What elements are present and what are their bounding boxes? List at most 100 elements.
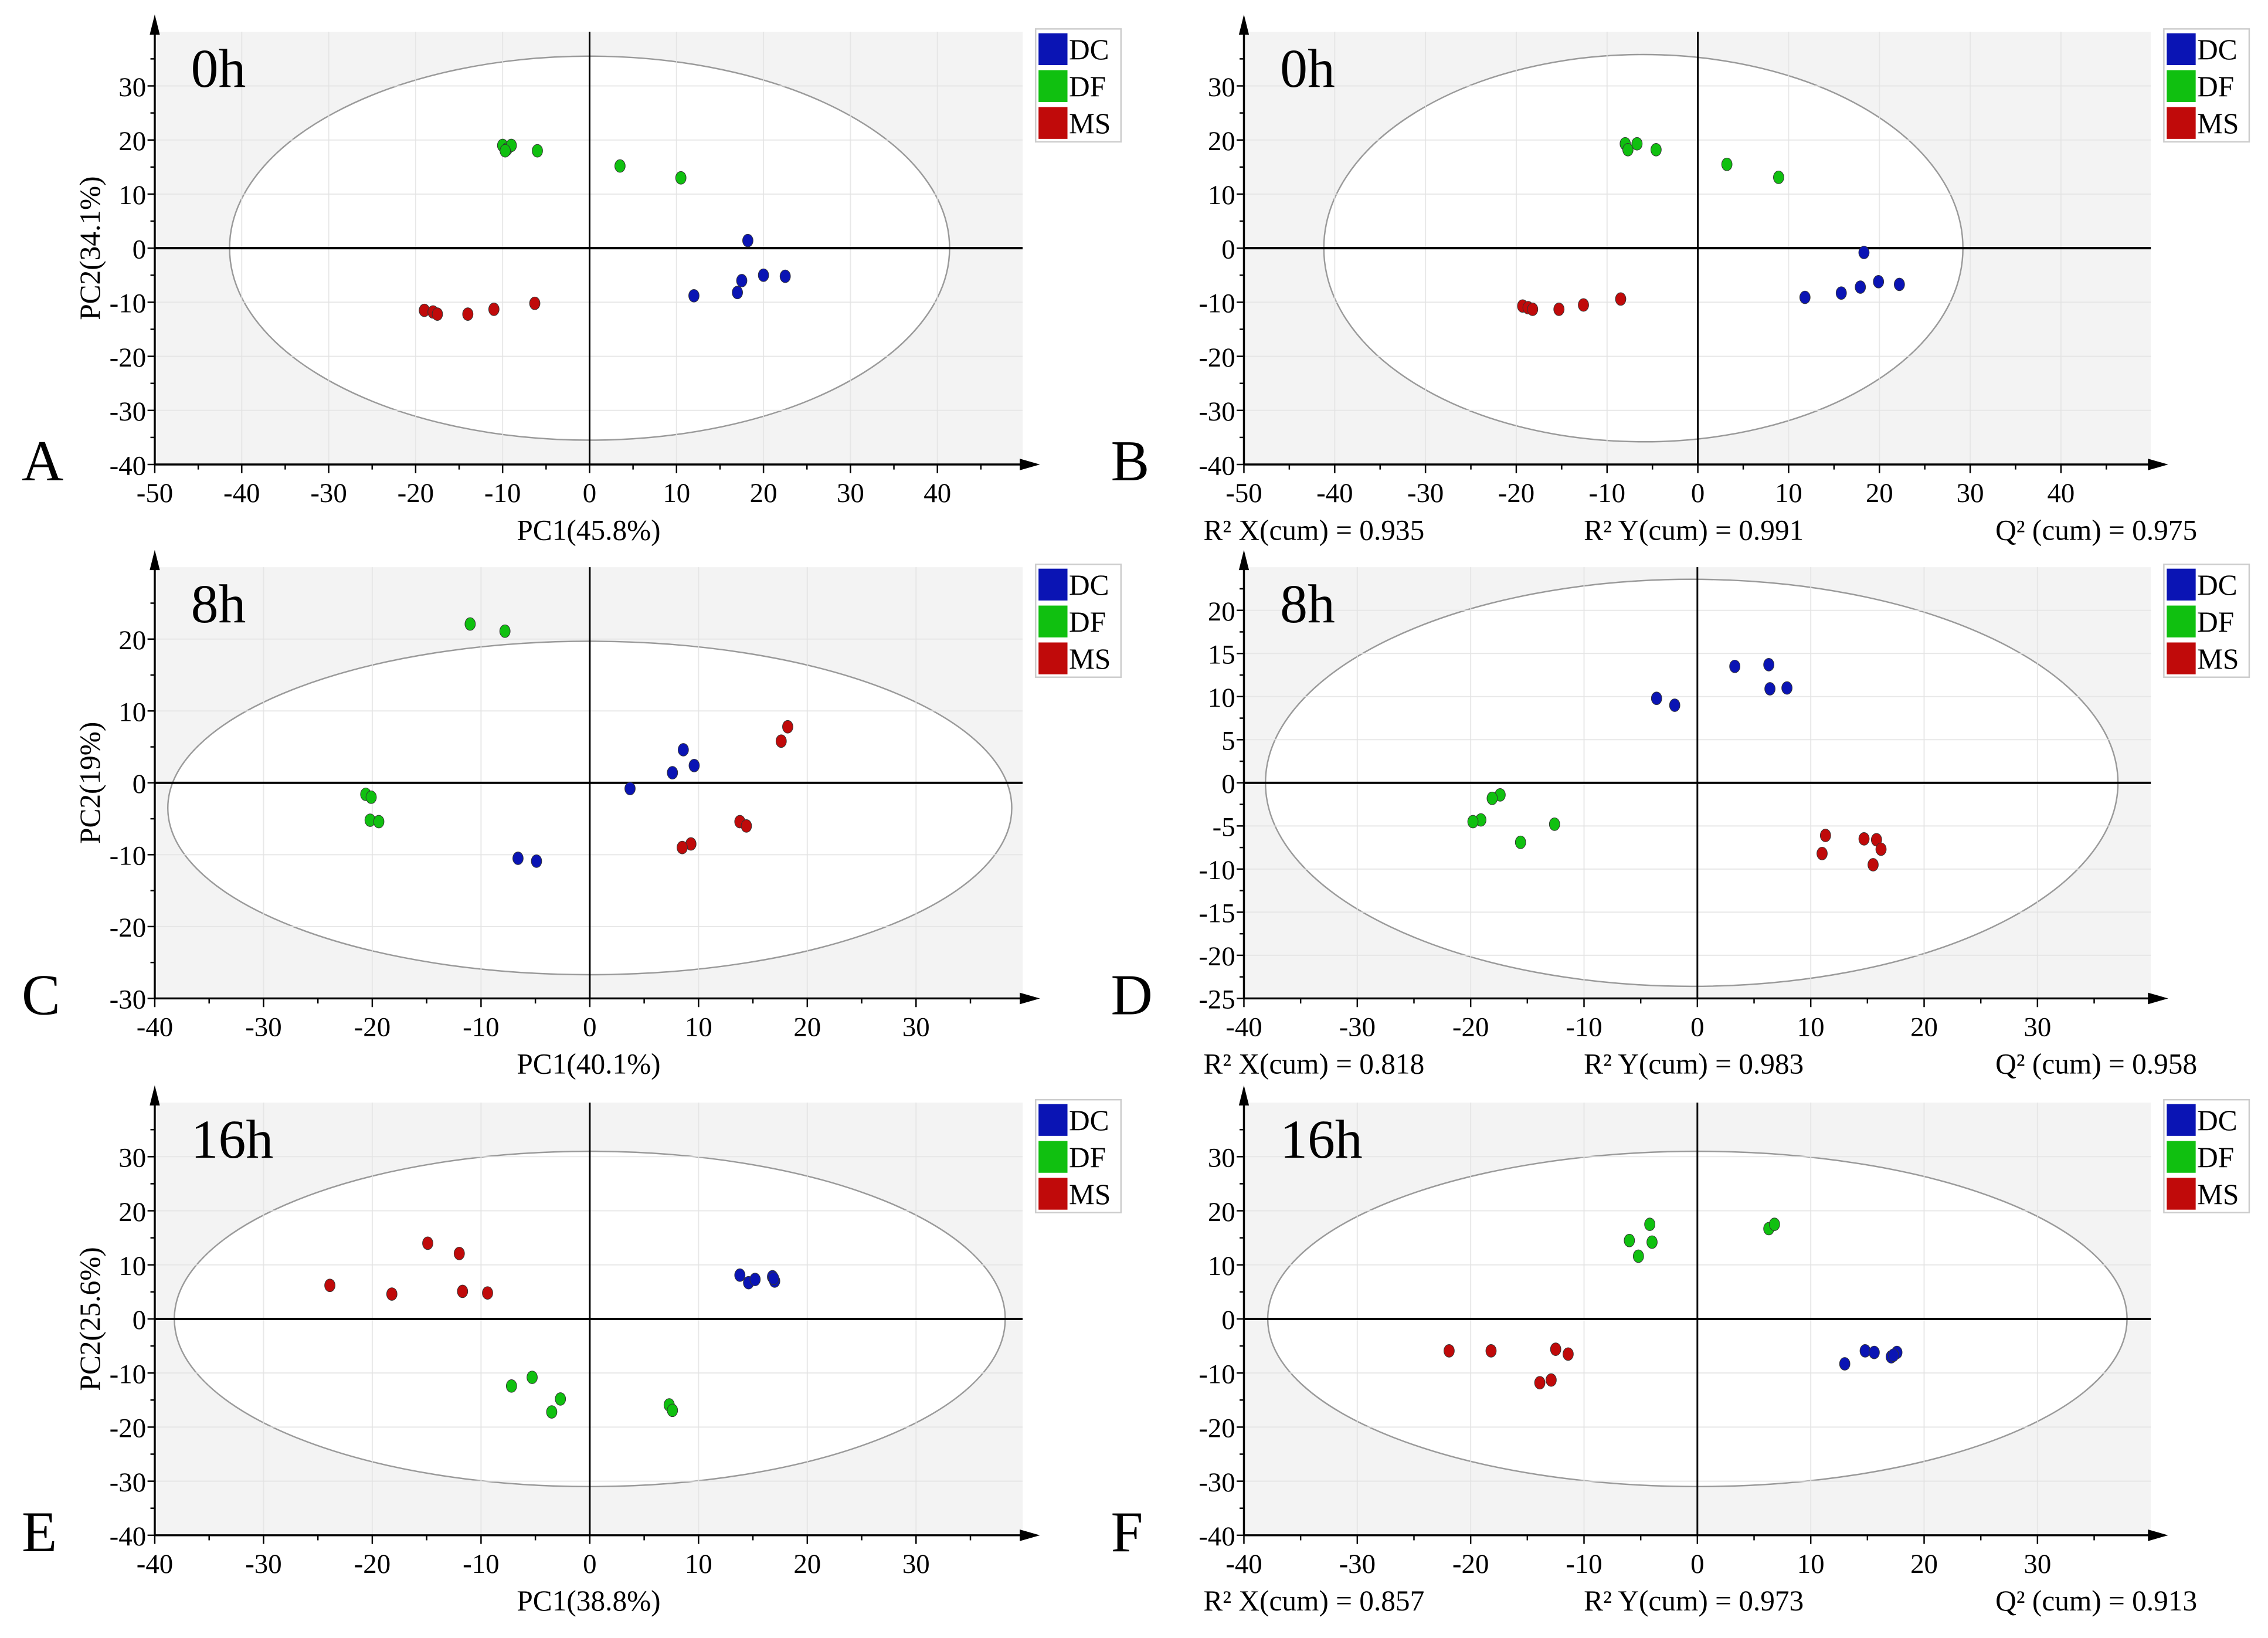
panel-letter: E bbox=[22, 1500, 57, 1564]
data-point-df bbox=[1644, 1218, 1656, 1231]
x-tick-label: -20 bbox=[354, 1012, 391, 1043]
y-tick-label: 0 bbox=[133, 1305, 146, 1335]
x-tick-label: -10 bbox=[1589, 478, 1625, 508]
model-stat: R² X(cum) = 0.857 bbox=[1203, 1585, 1424, 1617]
y-tick-label: -10 bbox=[110, 289, 146, 319]
data-point-dc bbox=[1763, 658, 1775, 672]
y-tick-label: 20 bbox=[1208, 126, 1235, 157]
legend-swatch-ms bbox=[1038, 1178, 1068, 1210]
x-tick-label: 20 bbox=[1910, 1012, 1938, 1043]
legend-label: MS bbox=[1069, 643, 1111, 675]
time-label: 0h bbox=[191, 38, 246, 99]
data-point-dc bbox=[667, 766, 678, 780]
data-point-dc bbox=[1669, 698, 1680, 712]
data-point-df bbox=[1515, 835, 1526, 849]
y-axis-arrow-icon bbox=[150, 14, 160, 35]
legend-swatch-dc bbox=[2167, 568, 2196, 601]
legend-swatch-dc bbox=[1038, 1104, 1068, 1136]
data-point-dc bbox=[624, 782, 636, 795]
x-tick-label: -10 bbox=[463, 1549, 499, 1579]
data-point-df bbox=[1622, 143, 1634, 157]
x-tick-label: -20 bbox=[1498, 478, 1534, 508]
data-point-dc bbox=[512, 852, 524, 865]
data-point-dc bbox=[1855, 280, 1866, 294]
data-point-dc bbox=[1799, 290, 1811, 304]
data-point-dc bbox=[758, 268, 769, 282]
x-axis-arrow-icon bbox=[1020, 992, 1040, 1005]
y-tick-label: -25 bbox=[1198, 985, 1235, 1015]
data-point-ms bbox=[1868, 858, 1879, 871]
y-tick-label: -30 bbox=[1198, 1467, 1235, 1498]
model-stat: Q² (cum) = 0.975 bbox=[1995, 514, 2197, 546]
y-tick-label: 10 bbox=[1208, 180, 1235, 211]
data-point-df bbox=[667, 1403, 678, 1417]
model-stat: Q² (cum) = 0.958 bbox=[1995, 1048, 2197, 1080]
data-point-df bbox=[555, 1392, 566, 1406]
legend-label: MS bbox=[2197, 107, 2239, 140]
data-point-df bbox=[365, 790, 377, 804]
y-tick-label: -20 bbox=[1198, 1413, 1235, 1444]
legend-swatch-dc bbox=[2167, 1104, 2196, 1136]
panel-B: -50 -40 -30 -20 -10 0 10 20 30 40-40-30-20-100102… bbox=[1111, 14, 2250, 546]
x-axis-title: PC1(40.1%) bbox=[517, 1048, 660, 1080]
legend-swatch-ms bbox=[1038, 642, 1068, 674]
y-tick-label: -30 bbox=[110, 396, 146, 427]
model-stat: R² X(cum) = 0.935 bbox=[1203, 514, 1424, 546]
x-tick-label: 30 bbox=[902, 1012, 930, 1043]
y-tick-label: -15 bbox=[1198, 898, 1235, 929]
data-point-ms bbox=[741, 819, 752, 833]
data-point-df bbox=[614, 159, 626, 173]
legend-label: MS bbox=[1069, 107, 1111, 140]
x-tick-label: -20 bbox=[1452, 1012, 1489, 1043]
legend-label: DC bbox=[1069, 569, 1109, 601]
legend-label: DF bbox=[1069, 606, 1106, 638]
legend-label: DF bbox=[1069, 70, 1106, 103]
legend-label: DF bbox=[2197, 1141, 2234, 1174]
x-tick-label: -30 bbox=[1339, 1549, 1376, 1579]
panel-letter: C bbox=[22, 964, 60, 1027]
x-tick-label: 0 bbox=[1690, 1012, 1704, 1043]
data-point-df bbox=[1632, 1249, 1644, 1263]
data-point-dc bbox=[1873, 274, 1885, 289]
legend-swatch-df bbox=[2167, 605, 2196, 637]
data-point-dc bbox=[779, 269, 791, 283]
data-point-df bbox=[1631, 137, 1643, 151]
data-point-df bbox=[500, 144, 511, 158]
x-tick-label: -40 bbox=[1316, 478, 1353, 508]
y-tick-label: -30 bbox=[110, 1467, 146, 1498]
data-point-ms bbox=[1578, 298, 1589, 312]
y-axis-title: PC2(19%) bbox=[74, 722, 106, 844]
y-tick-label: -20 bbox=[1198, 941, 1235, 972]
y-tick-label: -40 bbox=[110, 1521, 146, 1552]
data-point-dc bbox=[1859, 1344, 1871, 1358]
x-axis-title: PC1(45.8%) bbox=[517, 514, 660, 546]
data-point-df bbox=[1624, 1233, 1635, 1247]
x-axis-arrow-icon bbox=[2148, 1529, 2168, 1541]
data-point-ms bbox=[422, 1236, 433, 1250]
data-point-ms bbox=[1858, 832, 1870, 846]
time-label: 16h bbox=[191, 1109, 274, 1170]
x-tick-label: -10 bbox=[484, 478, 521, 508]
x-tick-label: 0 bbox=[1690, 1549, 1704, 1579]
data-point-ms bbox=[488, 302, 500, 316]
data-point-dc bbox=[736, 274, 748, 287]
data-point-dc bbox=[749, 1273, 761, 1286]
y-tick-label: 30 bbox=[118, 1143, 146, 1174]
time-label: 16h bbox=[1280, 1109, 1363, 1170]
x-axis-arrow-icon bbox=[1020, 1529, 1040, 1541]
data-point-ms bbox=[775, 734, 787, 748]
legend-swatch-ms bbox=[2167, 107, 2196, 139]
x-tick-label: 10 bbox=[685, 1012, 712, 1043]
x-tick-label: -10 bbox=[1566, 1549, 1602, 1579]
data-point-ms bbox=[1563, 1347, 1574, 1361]
y-tick-label: 30 bbox=[1208, 1143, 1235, 1174]
x-axis-arrow-icon bbox=[1020, 459, 1040, 470]
y-tick-label: 5 bbox=[1221, 726, 1235, 757]
legend-label: DC bbox=[2197, 33, 2238, 66]
legend-label: MS bbox=[2197, 1178, 2239, 1210]
y-tick-label: 30 bbox=[118, 72, 146, 103]
y-axis-arrow-icon bbox=[1238, 550, 1250, 571]
x-tick-label: 10 bbox=[1797, 1549, 1825, 1579]
data-point-ms bbox=[324, 1278, 335, 1293]
data-point-df bbox=[1646, 1235, 1658, 1249]
